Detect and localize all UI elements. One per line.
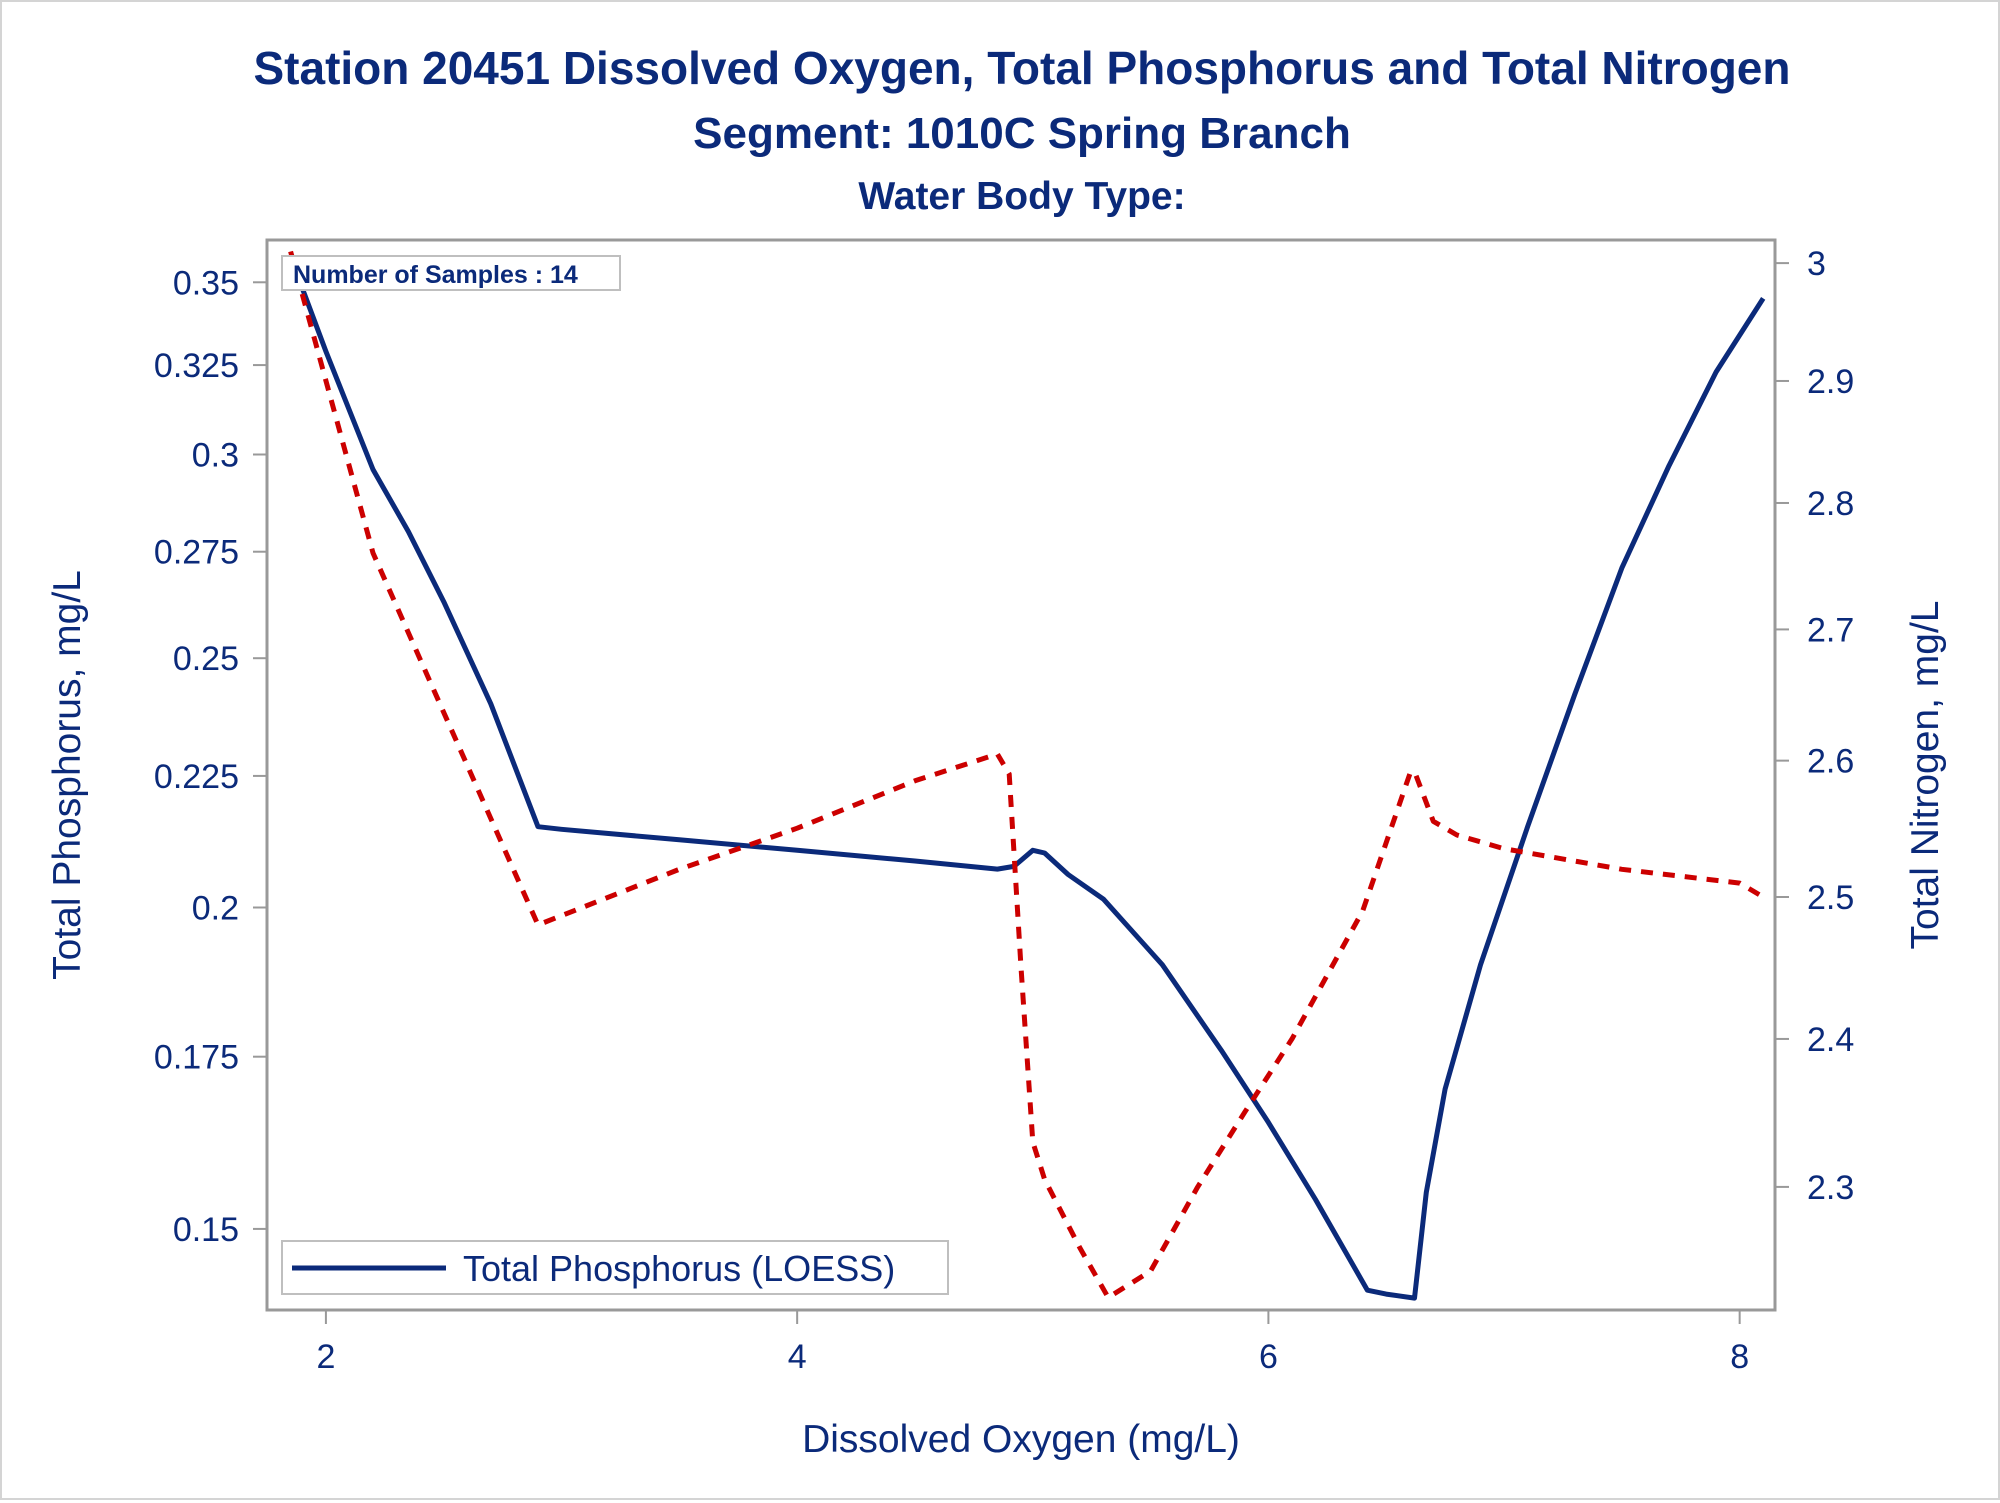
annotation-box bbox=[281, 255, 621, 291]
y-tick-label: 0.175 bbox=[154, 1039, 239, 1077]
plot-area-border bbox=[265, 238, 1777, 1312]
chart-title: Station 20451 Dissolved Oxygen, Total Ph… bbox=[253, 42, 1790, 94]
series-line-total-nitrogen bbox=[288, 250, 1765, 1300]
x-axis-label: Dissolved Oxygen (mg/L) bbox=[802, 1418, 1240, 1461]
y-tick-label: 0.2 bbox=[192, 890, 239, 928]
y-axis-ticks: 0.15 0.175 0.2 0.225 0.25 0.275 0.3 0.325 0.35 bbox=[154, 264, 267, 1249]
series-layer bbox=[288, 250, 1766, 1301]
y2-axis-ticks: 2.3 2.4 2.5 2.6 2.7 2.8 2.9 3 bbox=[1775, 245, 1854, 1207]
y2-axis-label: Total Nitrogen, mg/L bbox=[1904, 600, 1947, 949]
x-tick-label: 6 bbox=[1259, 1338, 1278, 1376]
sample-count-annotation: Number of Samples : 14 bbox=[281, 255, 621, 291]
y-tick-label: 0.325 bbox=[154, 347, 239, 385]
y2-tick-label: 3 bbox=[1807, 245, 1826, 283]
y-tick-label: 0.35 bbox=[173, 264, 239, 302]
y2-tick-label: 2.3 bbox=[1807, 1169, 1854, 1207]
y2-tick-label: 2.4 bbox=[1807, 1021, 1854, 1059]
y-tick-label: 0.275 bbox=[154, 534, 239, 572]
y-tick-label: 0.25 bbox=[173, 640, 239, 678]
x-axis-ticks: 2 4 6 8 bbox=[316, 1310, 1749, 1376]
y2-tick-label: 2.9 bbox=[1807, 363, 1854, 401]
legend: Total Phosphorus (LOESS) bbox=[281, 1240, 949, 1295]
y-tick-label: 0.15 bbox=[173, 1211, 239, 1249]
chart-subtitle-2: Water Body Type: bbox=[858, 175, 1185, 218]
y-axis-label: Total Phosphorus, mg/L bbox=[46, 570, 89, 980]
legend-entry-total-phosphorus: Total Phosphorus (LOESS) bbox=[463, 1248, 895, 1289]
y-tick-label: 0.3 bbox=[192, 437, 239, 475]
y2-tick-label: 2.7 bbox=[1807, 611, 1854, 649]
series-line-total-phosphorus bbox=[288, 256, 1766, 1301]
chart-subtitle: Segment: 1010C Spring Branch bbox=[693, 109, 1351, 158]
y2-tick-label: 2.8 bbox=[1807, 485, 1854, 523]
y2-tick-label: 2.6 bbox=[1807, 743, 1854, 781]
y-tick-label: 0.225 bbox=[154, 758, 239, 796]
x-tick-label: 4 bbox=[788, 1338, 807, 1376]
x-tick-label: 8 bbox=[1730, 1338, 1749, 1376]
annotation-text: Number of Samples : 14 bbox=[293, 261, 578, 289]
x-tick-label: 2 bbox=[316, 1338, 335, 1376]
y2-tick-label: 2.5 bbox=[1807, 879, 1854, 917]
